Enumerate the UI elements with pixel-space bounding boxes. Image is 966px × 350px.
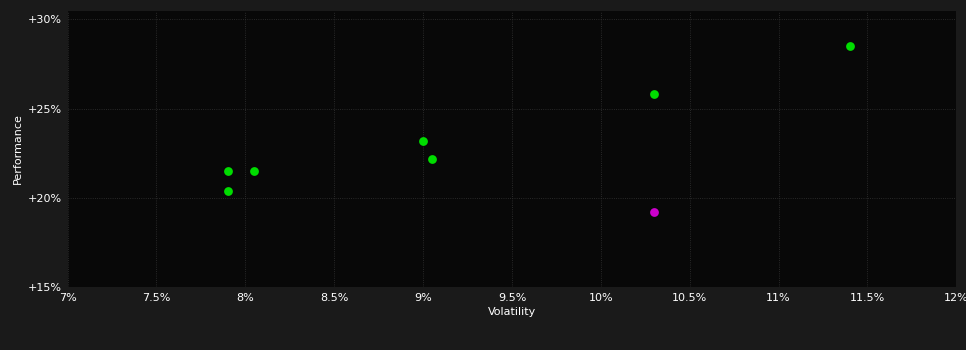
Y-axis label: Performance: Performance bbox=[13, 113, 22, 184]
Point bbox=[220, 168, 236, 174]
X-axis label: Volatility: Volatility bbox=[488, 307, 536, 317]
Point bbox=[842, 43, 858, 49]
Point bbox=[424, 156, 440, 161]
Point bbox=[415, 138, 431, 144]
Point bbox=[646, 209, 662, 215]
Point bbox=[220, 188, 236, 194]
Point bbox=[646, 92, 662, 97]
Point bbox=[246, 168, 262, 174]
